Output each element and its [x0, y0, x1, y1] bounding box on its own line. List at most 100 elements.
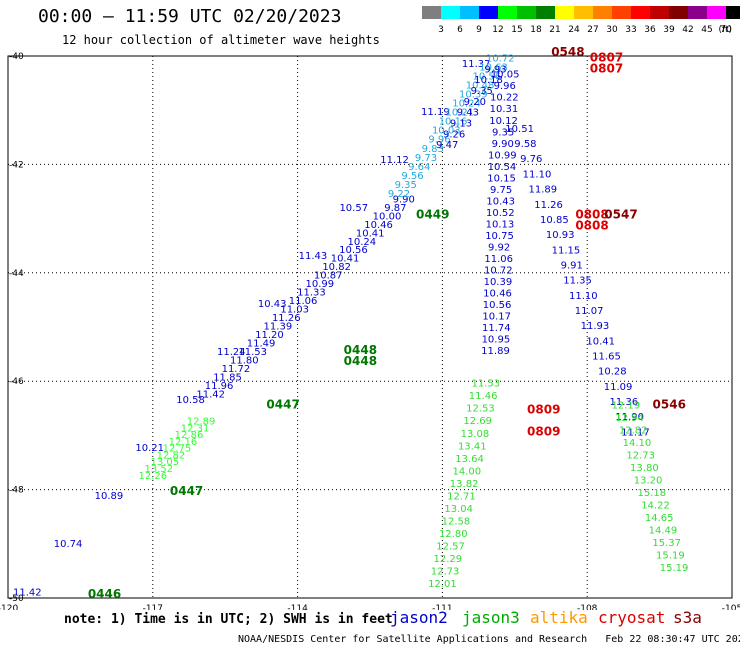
- wave-height-label: 10.48: [466, 81, 495, 92]
- wave-height-label: 10.41: [331, 254, 360, 265]
- wave-height-label: 11.93: [581, 321, 610, 332]
- wave-height-label: 12.53: [466, 404, 495, 415]
- lon-tick-label: -111: [432, 604, 452, 610]
- wave-height-label: 10.21: [445, 108, 474, 119]
- wave-height-label: 9.35: [471, 86, 493, 97]
- wave-height-label: 12.69: [463, 416, 492, 427]
- wave-height-label: 11.09: [604, 382, 633, 393]
- wave-height-label: 15.18: [637, 488, 666, 499]
- wave-height-label: 9.92: [488, 242, 510, 253]
- wave-height-label: 9.91: [561, 260, 583, 271]
- colorbar-swatch: [441, 6, 460, 19]
- lon-tick-label: -108: [577, 604, 598, 610]
- wave-height-label: 10.41: [356, 228, 385, 239]
- lat-tick-label: -40: [9, 52, 24, 62]
- wave-height-label: 15.37: [652, 538, 681, 549]
- wave-height-label: 14.22: [641, 500, 670, 511]
- wave-height-label: 12.73: [626, 450, 655, 461]
- wave-height-label: 12.82: [157, 450, 186, 461]
- wave-height-label: 11.39: [264, 322, 293, 333]
- wave-height-label: 13.80: [630, 463, 659, 474]
- wave-height-label: 10.18: [474, 75, 503, 86]
- wave-height-label: 11.36: [610, 397, 639, 408]
- colorbar-swatch: [517, 6, 536, 19]
- wave-height-label: 11.26: [272, 313, 301, 324]
- colorbar-label: 30: [606, 25, 618, 35]
- wave-height-label: 9.64: [408, 162, 430, 173]
- colorbar-label: 70: [720, 25, 732, 35]
- legend-cryosat: cryosat: [598, 608, 666, 627]
- colorbar-swatch: [707, 6, 726, 19]
- wave-height-label: 9.96: [494, 81, 516, 92]
- wave-height-label: 9.26: [443, 129, 465, 140]
- lat-tick-label: -44: [9, 269, 24, 279]
- wave-height-label: 10.17: [482, 312, 511, 323]
- wave-height-label: 9.58: [514, 139, 536, 150]
- wave-height-label: 12.16: [169, 437, 198, 448]
- wave-height-label: 10.56: [472, 71, 501, 82]
- wave-height-label: 12.71: [447, 491, 476, 502]
- wave-height-label: 11.07: [575, 306, 604, 317]
- colorbar-swatch: [669, 6, 688, 19]
- wave-height-label: 11.46: [469, 391, 498, 402]
- wave-height-label: 11.80: [230, 356, 259, 367]
- colorbar-swatch: [498, 6, 517, 19]
- colorbar-label: 12: [492, 25, 503, 35]
- wave-height-label: 10.43: [258, 299, 287, 310]
- wave-height-label: 9.73: [415, 153, 437, 164]
- wave-height-label: 10.28: [598, 367, 627, 378]
- legend-altika: altika: [530, 608, 588, 627]
- legend-s3a: s3a: [673, 608, 702, 627]
- page-title: 00:00 – 11:59 UTC 02/20/2023: [38, 6, 342, 27]
- wave-height-label: 13.20: [634, 475, 663, 486]
- wave-height-label: 11.10: [523, 169, 552, 180]
- wave-height-label: 10.51: [505, 124, 534, 135]
- pass-time-label: 0446: [88, 587, 121, 601]
- colorbar-swatch: [460, 6, 479, 19]
- wave-height-label: 10.15: [487, 173, 516, 184]
- lat-tick-label: -48: [9, 486, 24, 496]
- lon-tick-label: -105: [722, 604, 740, 610]
- wave-height-label: 10.93: [546, 230, 575, 241]
- lon-tick-label: -114: [287, 604, 308, 610]
- colorbar-label: 3: [438, 25, 444, 35]
- wave-height-label: 10.22: [490, 93, 519, 104]
- legend-jason3: jason3: [462, 608, 520, 627]
- wave-height-label: 15.19: [656, 550, 685, 561]
- wave-height-label: 9.75: [490, 185, 512, 196]
- wave-height-label: 14.65: [645, 513, 674, 524]
- wave-height-label: 10.95: [482, 335, 511, 346]
- wave-height-label: 11.53: [472, 379, 501, 390]
- wave-height-label: 10.31: [490, 104, 519, 115]
- wave-height-label: 11.24: [217, 347, 246, 358]
- colorbar-swatch: [593, 6, 612, 19]
- wave-height-label: 13.08: [461, 429, 490, 440]
- wave-height-label: 12.57: [436, 542, 465, 553]
- wave-height-label: 10.57: [339, 203, 368, 214]
- wave-height-label: 12.75: [163, 444, 192, 455]
- wave-height-label: 10.54: [488, 162, 517, 173]
- colorbar-unit: (ft): [718, 25, 732, 35]
- wave-height-label: 9.47: [436, 140, 458, 151]
- colorbar-swatch: [555, 6, 574, 19]
- colorbar-label: 18: [530, 25, 542, 35]
- wave-height-label: 10.89: [95, 491, 124, 502]
- wave-height-label: 13.41: [458, 441, 487, 452]
- wave-height-label: 11.37: [462, 59, 491, 70]
- wave-height-label: 13.04: [444, 504, 473, 515]
- wave-height-label: 10.16: [439, 117, 468, 128]
- colorbar-label: 33: [625, 25, 636, 35]
- colorbar-swatch: [650, 6, 669, 19]
- pass-time-label: 0548: [551, 45, 584, 59]
- wave-height-label: 10.24: [452, 99, 481, 110]
- wave-height-label: 10.39: [484, 277, 513, 288]
- colorbar-swatch: [688, 6, 707, 19]
- pass-time-label: 0447: [170, 484, 203, 498]
- wave-height-label: 11.42: [196, 389, 225, 400]
- colorbar-label: 15: [511, 25, 522, 35]
- pass-time-label: 0807: [590, 50, 623, 64]
- wave-height-label: 14.00: [453, 466, 482, 477]
- wave-height-label: 10.82: [322, 262, 351, 273]
- wave-height-label: 9.35: [395, 180, 417, 191]
- timestamp: Feb 22 08:30:47 UTC 2023: [605, 634, 740, 645]
